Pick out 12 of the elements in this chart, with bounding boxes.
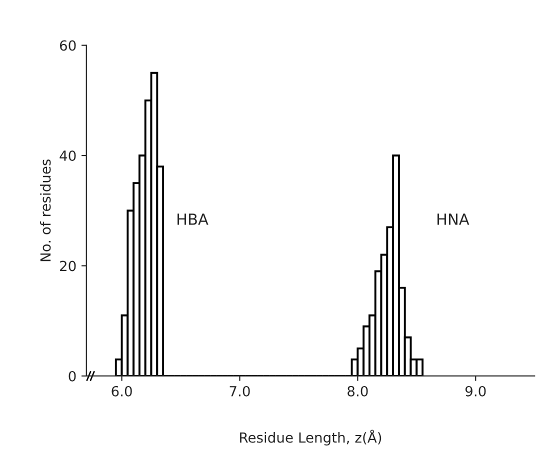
x-tick-label: 9.0: [465, 386, 486, 396]
x-tick-label: 8.0: [348, 386, 368, 396]
y-axis-title: No. of residues: [40, 159, 51, 262]
x-tick-label: 6.0: [112, 386, 132, 396]
y-tick-label: 0: [68, 370, 76, 382]
y-tick-label: 60: [60, 40, 76, 51]
annotation: HNA: [437, 214, 470, 225]
y-tick-label: 20: [60, 260, 76, 272]
x-axis-title: Residue Length, z(Å): [240, 430, 382, 446]
y-tick-label: 40: [60, 150, 76, 162]
x-tick-label: 7.0: [230, 386, 250, 396]
annotation: HBA: [178, 214, 208, 225]
